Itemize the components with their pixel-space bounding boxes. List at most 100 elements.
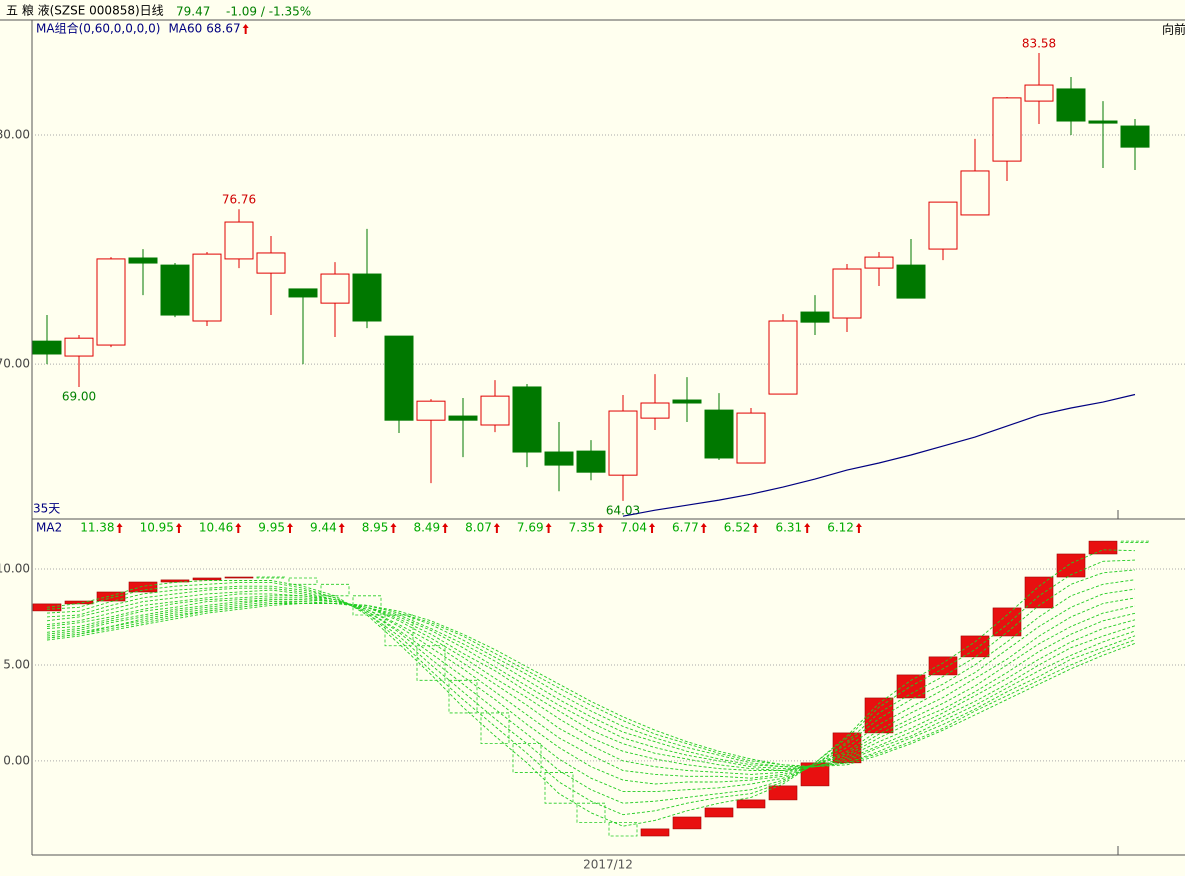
candle-body: [832, 268, 862, 319]
candle-body: [96, 258, 126, 346]
candle-body: [704, 409, 734, 459]
ma2-box: [1056, 553, 1086, 578]
legend-value: 9.95: [258, 521, 285, 535]
indicator-label: MA组合(0,60,0,0,0,0): [36, 21, 160, 36]
trend-arrow: [287, 523, 293, 533]
candle-body: [576, 450, 606, 473]
ma2-box: [480, 712, 510, 745]
ma2-box: [256, 576, 286, 579]
trend-arrow: [338, 523, 345, 533]
ma2-box: [416, 645, 446, 681]
y-tick-label: 0.00: [3, 753, 30, 767]
ma-line: [46, 599, 1136, 771]
candle-body: [1120, 125, 1150, 148]
candle-body: [672, 399, 702, 404]
ma-line: [46, 603, 1136, 768]
legend-name: MA60: [168, 22, 202, 36]
ma2-box: [672, 816, 702, 830]
legend-value: 8.95: [362, 521, 389, 535]
ma2-box: [960, 635, 990, 658]
ma2-box: [384, 614, 414, 647]
ma2-box: [928, 656, 958, 676]
trend-arrow: [390, 523, 397, 533]
ma2-box: [704, 807, 734, 818]
trend-arrow: [235, 523, 242, 533]
ma2-box: [288, 577, 318, 585]
legend-value: 10.95: [140, 521, 174, 535]
period-label: 35天: [33, 502, 60, 516]
trend-arrow: [700, 523, 707, 533]
ma2-box: [640, 828, 670, 837]
ma-line: [46, 601, 1136, 768]
trend-arrow: [597, 523, 604, 533]
nav-forward[interactable]: 向前: [1162, 22, 1185, 37]
candle-body: [224, 221, 254, 260]
candle-body: [800, 311, 830, 323]
legend-value: 6.31: [775, 521, 802, 535]
legend-name: MA2: [36, 521, 62, 535]
trend-arrow: [175, 523, 182, 533]
legend-value: 8.49: [413, 521, 440, 535]
trend-arrow: [116, 523, 123, 533]
candle-body: [192, 253, 222, 322]
candle-body: [480, 395, 510, 426]
ma2-box: [768, 785, 798, 801]
ma-line: [46, 579, 1136, 793]
ma2-box: [608, 821, 638, 837]
legend-value: 8.07: [465, 521, 492, 535]
high-label: 83.58: [1022, 36, 1056, 50]
y-tick-label: 80.00: [0, 127, 30, 141]
candle-body: [128, 257, 158, 264]
legend-value: 6.12: [827, 521, 854, 535]
candle-body: [928, 201, 958, 250]
candle-body: [960, 170, 990, 216]
high-label: 76.76: [222, 193, 256, 207]
y-tick-label: 10.00: [0, 561, 30, 575]
ma2-box: [192, 577, 222, 581]
ma2-box: [544, 772, 574, 804]
ma-line: [46, 559, 1136, 816]
candle-body: [768, 320, 798, 395]
candle-body: [640, 402, 670, 419]
candle-body: [64, 337, 94, 357]
candle-body: [864, 256, 894, 269]
candle-body: [896, 264, 926, 299]
change: -1.09 / -1.35%: [226, 5, 311, 19]
y-tick-label: 70.00: [0, 357, 30, 371]
candle-body: [256, 252, 286, 274]
trend-arrow: [545, 523, 552, 533]
trend-arrow: [442, 523, 449, 533]
stock-title: 五 粮 液(SZSE 000858)日线: [6, 3, 164, 18]
ma2-box: [512, 743, 542, 773]
trend-arrow: [242, 24, 249, 34]
ma-line: [46, 599, 1136, 770]
legend-value: 7.35: [569, 521, 596, 535]
legend-value: 7.04: [620, 521, 647, 535]
ma-line: [46, 595, 1136, 775]
ma2-box: [32, 603, 62, 612]
candle-body: [1024, 84, 1054, 102]
candle-body: [448, 415, 478, 421]
x-axis-label: 2017/12: [583, 858, 633, 872]
ma2-box: [96, 591, 126, 602]
ma-line: [622, 393, 1136, 517]
ma-line: [46, 593, 1136, 779]
trend-arrow: [804, 523, 811, 533]
trend-arrow: [493, 523, 500, 533]
legend-value: 7.69: [517, 521, 544, 535]
candle-body: [992, 97, 1022, 162]
candle-body: [1088, 120, 1118, 124]
low-label: 64.03: [606, 503, 640, 517]
candle-body: [512, 386, 542, 453]
candle-body: [544, 451, 574, 466]
legend-value: 68.67: [206, 22, 240, 36]
legend-value: 6.52: [724, 521, 751, 535]
low-label: 69.00: [62, 389, 96, 403]
trend-arrow: [855, 523, 862, 533]
ma2-box: [992, 607, 1022, 637]
candle-body: [320, 273, 350, 304]
candle-body: [32, 340, 62, 355]
